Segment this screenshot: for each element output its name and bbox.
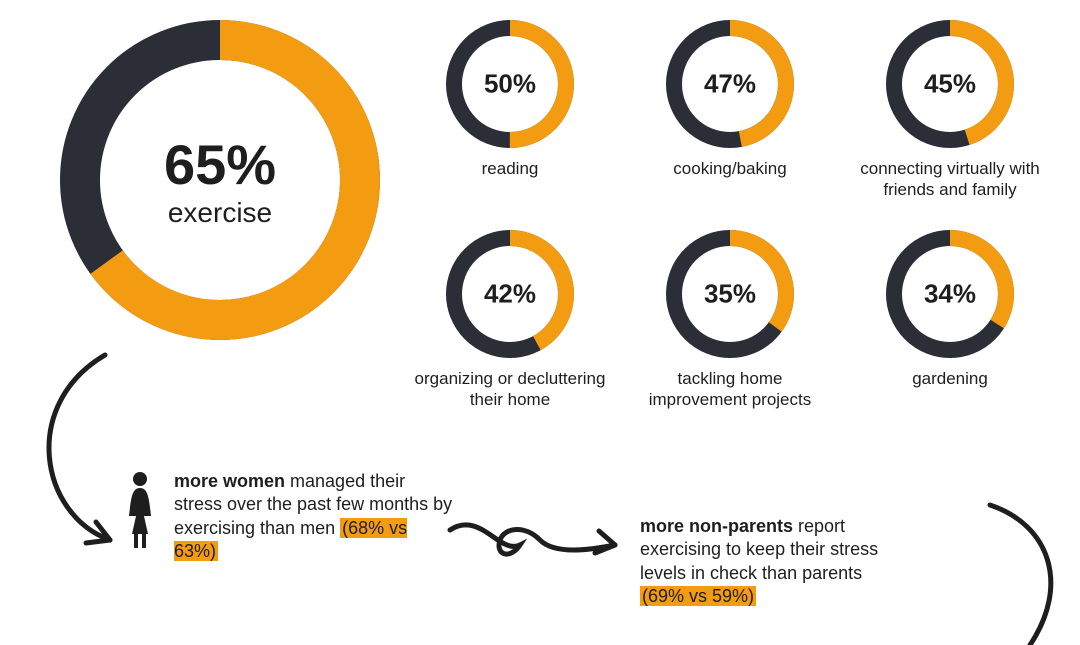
small-donut-percent: 34% — [924, 279, 976, 310]
small-donut-cell: 35% tackling home improvement projects — [620, 230, 840, 430]
callout-women-bold: more women — [174, 471, 285, 491]
small-donut-label: cooking/baking — [620, 158, 840, 179]
woman-icon — [120, 470, 160, 550]
primary-donut-label: exercise — [164, 197, 276, 229]
arrow-to-nonparents-callout — [440, 505, 630, 585]
small-donut-cell: 47% cooking/baking — [620, 20, 840, 220]
small-donut-label: tackling home improvement projects — [620, 368, 840, 411]
small-donut: 47% — [666, 20, 794, 148]
small-donut-center: 50% — [484, 69, 536, 100]
small-donut-percent: 45% — [924, 69, 976, 100]
small-donut-percent: 50% — [484, 69, 536, 100]
small-donut-center: 45% — [924, 69, 976, 100]
small-donut-center: 34% — [924, 279, 976, 310]
callout-nonparents-text: more non-parents report exercising to ke… — [640, 515, 900, 609]
small-donut: 45% — [886, 20, 1014, 148]
small-donut: 35% — [666, 230, 794, 358]
primary-donut-center: 65% exercise — [164, 137, 276, 229]
small-donut-percent: 35% — [704, 279, 756, 310]
small-donut-label: connecting virtually with friends and fa… — [840, 158, 1060, 201]
decorative-curve-icon — [930, 495, 1080, 645]
callout-nonparents: more non-parents report exercising to ke… — [640, 515, 900, 609]
small-donut-center: 47% — [704, 69, 756, 100]
small-donut-label: gardening — [840, 368, 1060, 389]
primary-donut-percent: 65% — [164, 137, 276, 193]
small-donuts-grid: 50% reading 47% cooking/baking 45% connecting… — [400, 20, 1060, 430]
small-donut-percent: 42% — [484, 279, 536, 310]
small-donut-cell: 34% gardening — [840, 230, 1060, 430]
small-donut: 34% — [886, 230, 1014, 358]
small-donut-center: 42% — [484, 279, 536, 310]
small-donut-percent: 47% — [704, 69, 756, 100]
small-donut-label: reading — [400, 158, 620, 179]
small-donut-cell: 42% organizing or decluttering their home — [400, 230, 620, 430]
callout-women-text: more women managed their stress over the… — [174, 470, 454, 564]
callouts-region: more women managed their stress over the… — [0, 425, 1080, 645]
callout-nonparents-bold: more non-parents — [640, 516, 793, 536]
small-donut-cell: 45% connecting virtually with friends and… — [840, 20, 1060, 220]
small-donut-label: organizing or decluttering their home — [400, 368, 620, 411]
callout-nonparents-highlight: (69% vs 59%) — [640, 586, 756, 606]
callout-women: more women managed their stress over the… — [120, 470, 454, 564]
small-donut: 42% — [446, 230, 574, 358]
small-donut: 50% — [446, 20, 574, 148]
small-donut-cell: 50% reading — [400, 20, 620, 220]
primary-donut: 65% exercise — [60, 20, 380, 345]
small-donut-center: 35% — [704, 279, 756, 310]
